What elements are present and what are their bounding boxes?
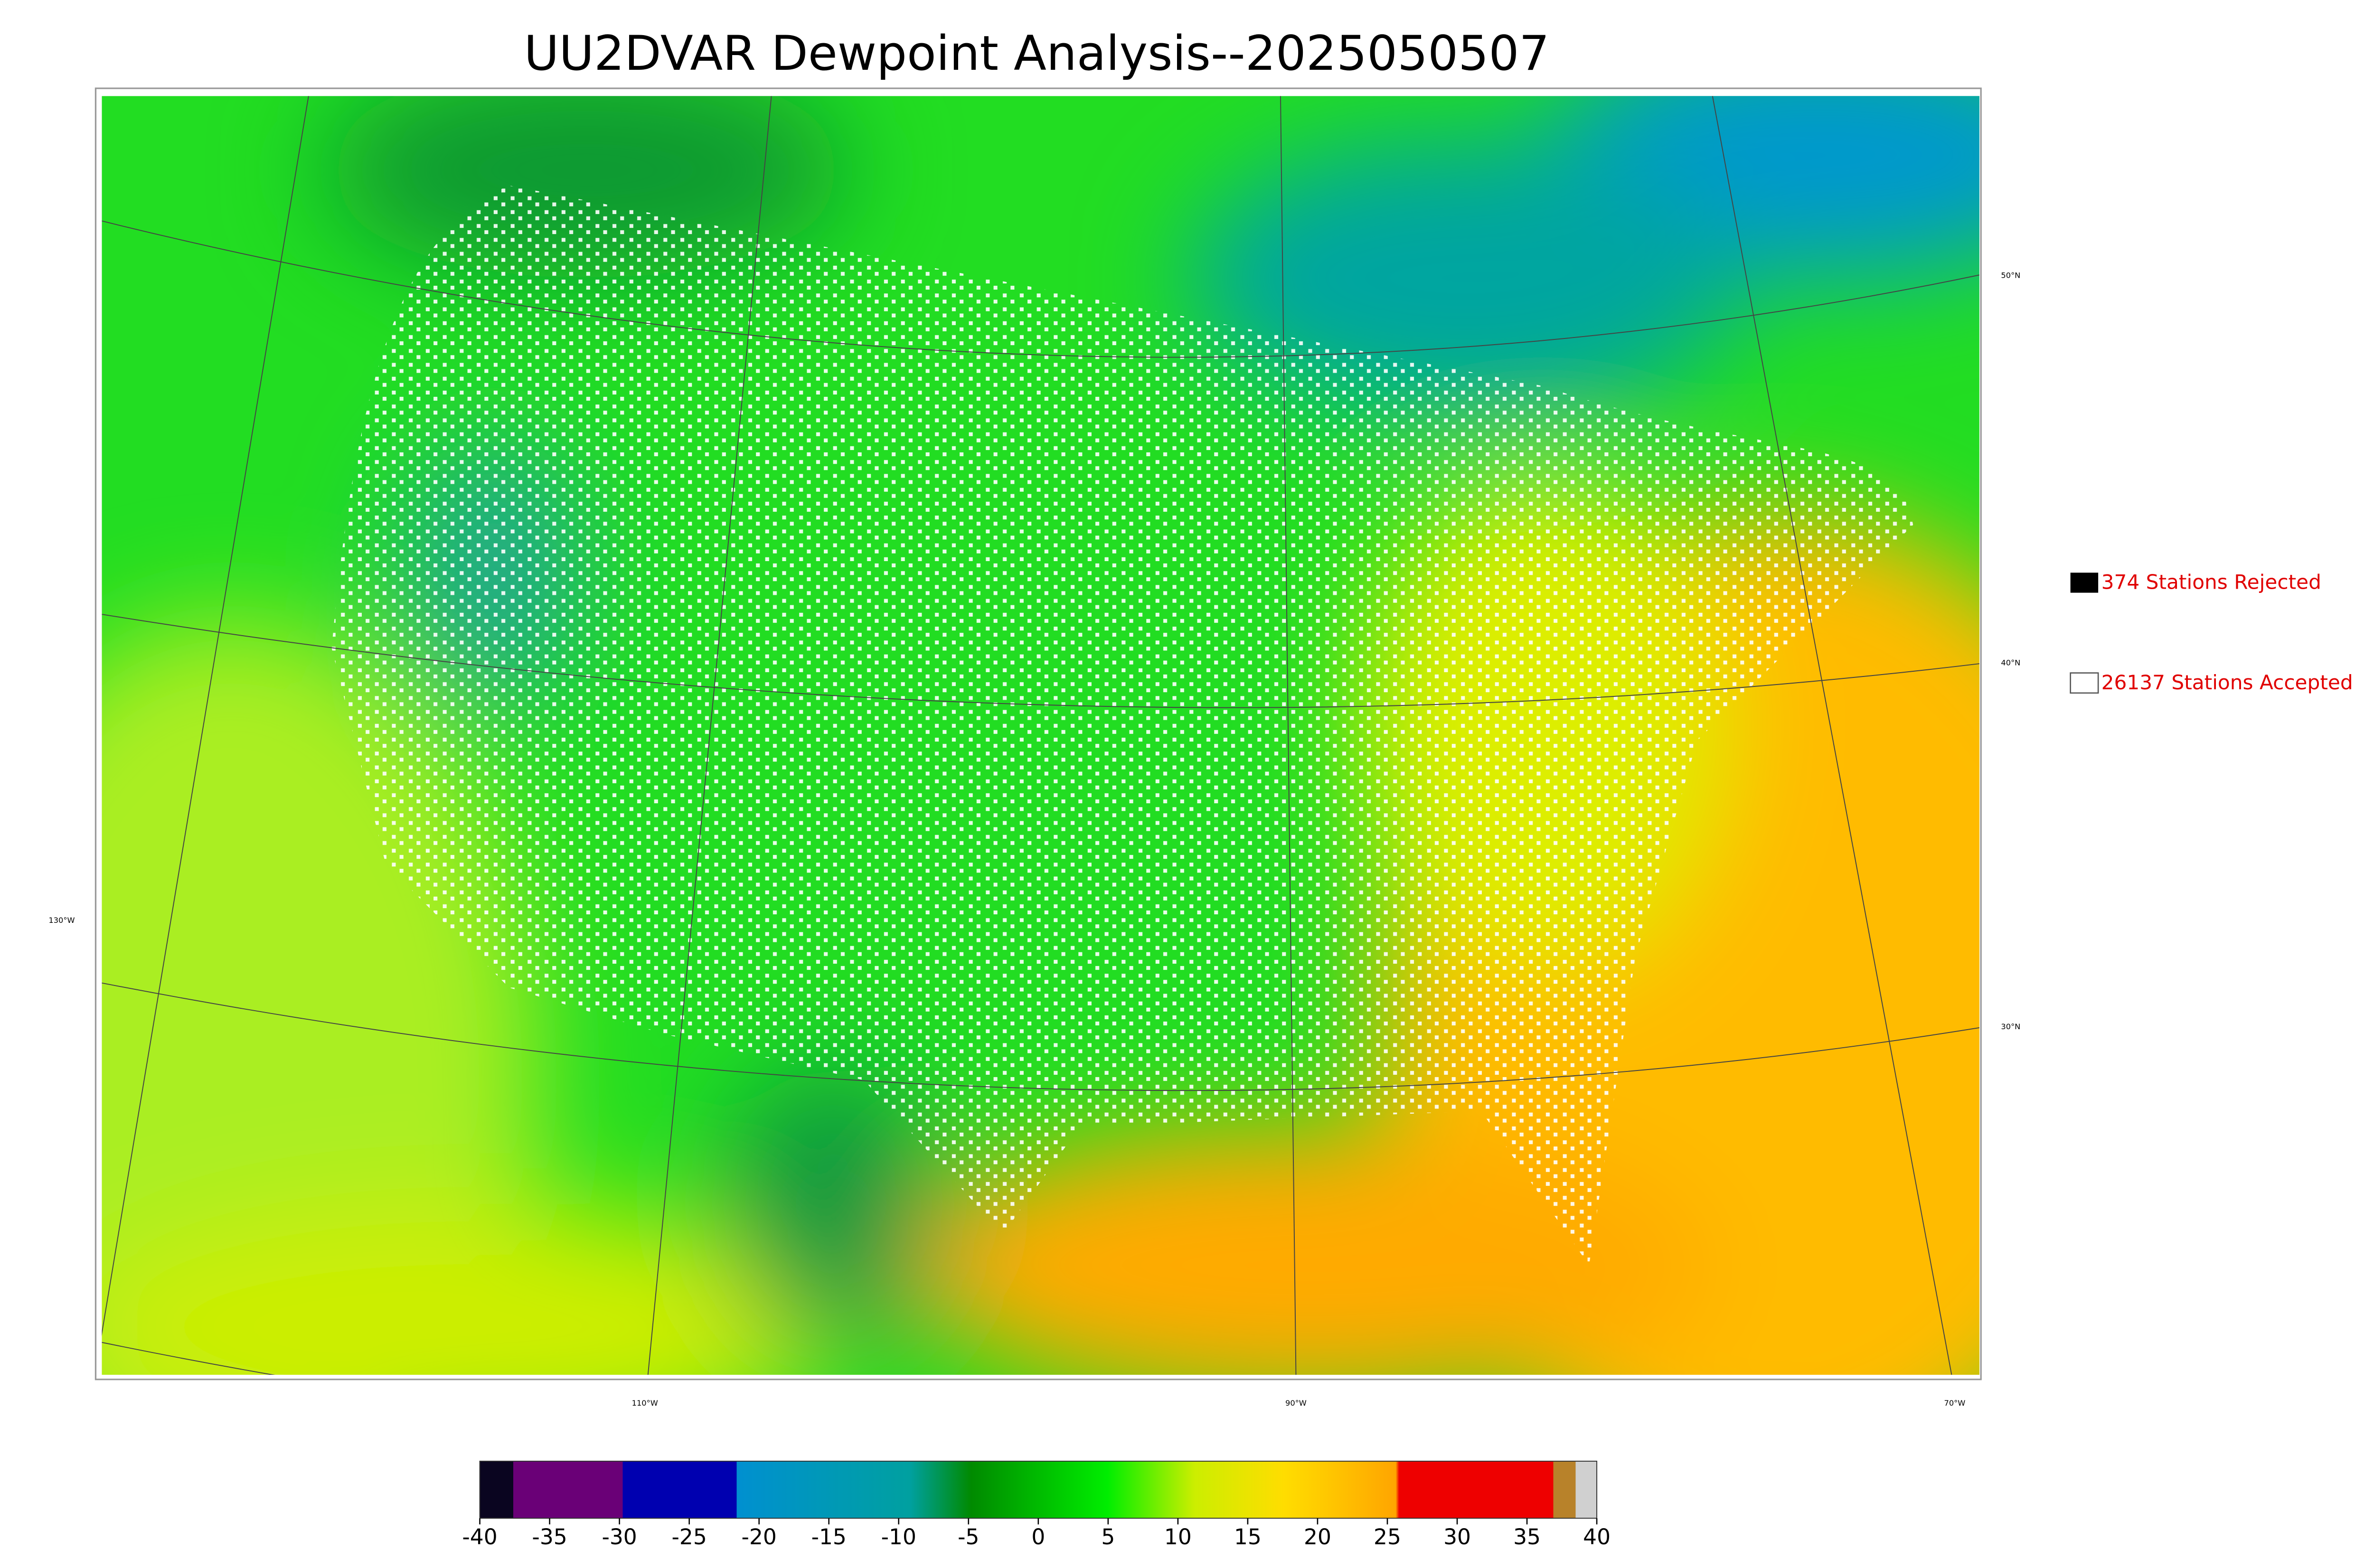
legend-label: 374 Stations Rejected	[2101, 571, 2321, 594]
legend-label: 26137 Stations Accepted	[2101, 671, 2353, 694]
lon-labels: 130°W 110°W 90°W 70°W	[48, 916, 1965, 1408]
lat-label: 50°N	[2001, 271, 2020, 280]
colorbar-ticks: -40 -35 -30 -25 -20 -15 -10 -5 0 5 10 15 20 25 30 35 40	[462, 1518, 1611, 1549]
colorbar-tick-label: 10	[1164, 1524, 1192, 1549]
colorbar-tick-label: -15	[811, 1524, 847, 1549]
colorbar-tick-label: 5	[1101, 1524, 1115, 1549]
lat-labels: 50°N 40°N 30°N	[2001, 271, 2020, 1031]
dewpoint-field	[102, 96, 1979, 1375]
colorbar-tick-label: 40	[1583, 1524, 1611, 1549]
colorbar-tick-label: -40	[462, 1524, 497, 1549]
lon-label: 70°W	[1944, 1399, 1966, 1408]
colorbar-tick-label: 0	[1031, 1524, 1045, 1549]
colorbar-tick-label: -25	[672, 1524, 707, 1549]
colorbar	[479, 1460, 1598, 1519]
colorbar-tick-label: -10	[881, 1524, 916, 1549]
colorbar-tick-label: 25	[1374, 1524, 1401, 1549]
colorbar-tick-label: -5	[958, 1524, 979, 1549]
colorbar-tick-label: 30	[1443, 1524, 1471, 1549]
colorbar-tick-label: 20	[1304, 1524, 1331, 1549]
legend-swatch-rejected	[2070, 573, 2099, 593]
lat-label: 40°N	[2001, 658, 2020, 667]
title: UU2DVAR Dewpoint Analysis--2025050507	[524, 26, 1550, 81]
colorbar-tick-label: -30	[602, 1524, 637, 1549]
lat-label: 30°N	[2001, 1022, 2020, 1031]
lon-label: 90°W	[1285, 1399, 1307, 1408]
colorbar-tick-label: -35	[532, 1524, 567, 1549]
legend-swatch-accepted	[2070, 672, 2099, 694]
colorbar-tick-label: 15	[1234, 1524, 1262, 1549]
lon-label: 110°W	[632, 1399, 658, 1408]
lon-label: 130°W	[48, 916, 75, 925]
colorbar-tick-label: -20	[742, 1524, 777, 1549]
colorbar-tick-label: 35	[1513, 1524, 1541, 1549]
